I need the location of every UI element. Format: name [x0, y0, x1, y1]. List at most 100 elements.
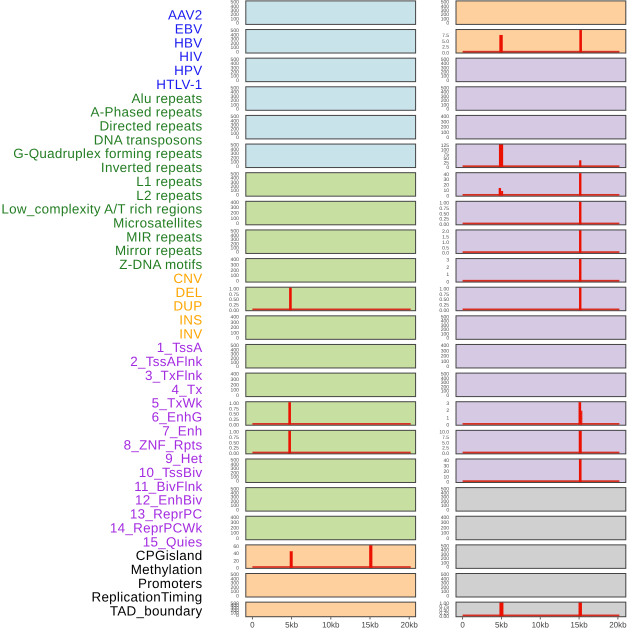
- svg-text:400: 400: [231, 4, 240, 10]
- svg-text:100: 100: [441, 331, 450, 337]
- svg-text:20: 20: [233, 558, 239, 564]
- svg-text:0: 0: [236, 507, 239, 513]
- svg-text:20kb: 20kb: [401, 621, 419, 630]
- svg-text:1.00: 1.00: [439, 200, 449, 206]
- svg-text:2.0: 2.0: [442, 229, 449, 235]
- svg-text:0: 0: [236, 164, 239, 170]
- svg-text:5.0: 5.0: [442, 39, 449, 45]
- svg-text:0.00: 0.00: [439, 614, 449, 620]
- svg-text:100: 100: [441, 16, 450, 22]
- svg-text:60: 60: [233, 544, 239, 550]
- svg-text:400: 400: [231, 176, 240, 182]
- svg-text:Low_complexity A/T rich region: Low_complexity A/T rich regions: [1, 202, 202, 217]
- svg-text:0: 0: [236, 49, 239, 55]
- svg-text:500: 500: [231, 85, 240, 91]
- svg-text:100: 100: [231, 188, 240, 194]
- svg-text:100: 100: [231, 611, 240, 617]
- svg-text:300: 300: [231, 377, 240, 383]
- svg-text:500: 500: [441, 572, 450, 578]
- svg-text:0.00: 0.00: [439, 222, 449, 228]
- svg-text:HIV: HIV: [179, 49, 202, 64]
- svg-text:0.25: 0.25: [229, 303, 239, 309]
- svg-text:500: 500: [231, 28, 240, 34]
- svg-text:300: 300: [231, 151, 240, 157]
- svg-text:400: 400: [441, 114, 450, 120]
- svg-text:100: 100: [441, 74, 450, 80]
- svg-text:0: 0: [236, 250, 239, 256]
- svg-text:6_EnhG: 6_EnhG: [152, 410, 203, 425]
- svg-text:0: 0: [446, 21, 449, 27]
- svg-text:10_TssBiv: 10_TssBiv: [139, 465, 203, 480]
- svg-text:Alu repeats: Alu repeats: [131, 91, 202, 106]
- svg-text:400: 400: [231, 233, 240, 239]
- svg-text:0.25: 0.25: [229, 417, 239, 423]
- svg-text:20kb: 20kb: [609, 621, 627, 630]
- svg-text:INS: INS: [179, 313, 202, 328]
- svg-text:5_TxWk: 5_TxWk: [152, 396, 203, 411]
- svg-text:DEL: DEL: [176, 285, 203, 300]
- svg-text:DUP: DUP: [173, 299, 202, 314]
- svg-text:40: 40: [444, 172, 450, 178]
- svg-text:1.5: 1.5: [442, 234, 449, 240]
- svg-text:300: 300: [231, 581, 240, 587]
- svg-text:Methylation: Methylation: [131, 562, 203, 577]
- svg-text:500: 500: [231, 229, 240, 235]
- svg-text:INV: INV: [179, 326, 202, 341]
- svg-text:1.00: 1.00: [229, 401, 239, 407]
- svg-text:2: 2: [446, 265, 449, 271]
- svg-text:100: 100: [441, 102, 450, 108]
- svg-text:500: 500: [231, 601, 240, 607]
- svg-text:400: 400: [441, 548, 450, 554]
- svg-text:G-Quadruplex forming repeats: G-Quadruplex forming repeats: [13, 146, 202, 161]
- svg-text:0.00: 0.00: [229, 451, 239, 457]
- svg-text:300: 300: [231, 352, 240, 358]
- svg-text:400: 400: [231, 462, 240, 468]
- svg-text:0: 0: [236, 613, 239, 619]
- svg-text:500: 500: [231, 57, 240, 63]
- svg-text:30: 30: [444, 177, 450, 183]
- svg-text:L1 repeats: L1 repeats: [136, 174, 202, 189]
- svg-text:400: 400: [231, 372, 240, 378]
- svg-text:100: 100: [231, 388, 240, 394]
- svg-text:400: 400: [231, 347, 240, 353]
- svg-text:40: 40: [444, 458, 450, 464]
- svg-text:7.5: 7.5: [442, 33, 449, 39]
- svg-text:200: 200: [441, 525, 450, 531]
- svg-text:10: 10: [444, 188, 450, 194]
- svg-text:20: 20: [444, 183, 450, 189]
- svg-text:40: 40: [233, 551, 239, 557]
- svg-text:HBV: HBV: [174, 35, 202, 50]
- svg-text:300: 300: [231, 123, 240, 129]
- svg-text:500: 500: [231, 143, 240, 149]
- svg-text:100: 100: [231, 245, 240, 251]
- svg-text:0: 0: [446, 565, 449, 571]
- svg-text:100: 100: [231, 503, 240, 509]
- svg-text:9_Het: 9_Het: [165, 451, 202, 466]
- svg-text:200: 200: [441, 354, 450, 360]
- svg-text:300: 300: [441, 323, 450, 329]
- svg-text:500: 500: [231, 114, 240, 120]
- svg-text:200: 200: [231, 525, 240, 531]
- svg-text:0.75: 0.75: [439, 292, 449, 298]
- svg-text:0: 0: [446, 193, 449, 199]
- svg-text:1.00: 1.00: [439, 286, 449, 292]
- svg-text:500: 500: [441, 544, 450, 550]
- svg-text:200: 200: [441, 98, 450, 104]
- svg-text:0.00: 0.00: [229, 308, 239, 314]
- svg-text:25: 25: [444, 160, 450, 166]
- svg-text:200: 200: [231, 69, 240, 75]
- svg-text:30: 30: [444, 464, 450, 470]
- svg-text:0: 0: [236, 192, 239, 198]
- svg-text:10kb: 10kb: [532, 621, 550, 630]
- svg-text:0: 0: [446, 422, 449, 428]
- svg-text:50: 50: [444, 156, 450, 162]
- svg-text:200: 200: [231, 470, 240, 476]
- svg-text:5kb: 5kb: [495, 621, 508, 630]
- svg-text:10.0: 10.0: [439, 430, 449, 436]
- svg-text:10kb: 10kb: [322, 621, 340, 630]
- svg-text:400: 400: [441, 343, 450, 349]
- svg-text:300: 300: [231, 520, 240, 526]
- svg-text:Z-DNA motifs: Z-DNA motifs: [119, 257, 202, 272]
- svg-text:0.50: 0.50: [229, 440, 239, 446]
- svg-text:0.50: 0.50: [229, 297, 239, 303]
